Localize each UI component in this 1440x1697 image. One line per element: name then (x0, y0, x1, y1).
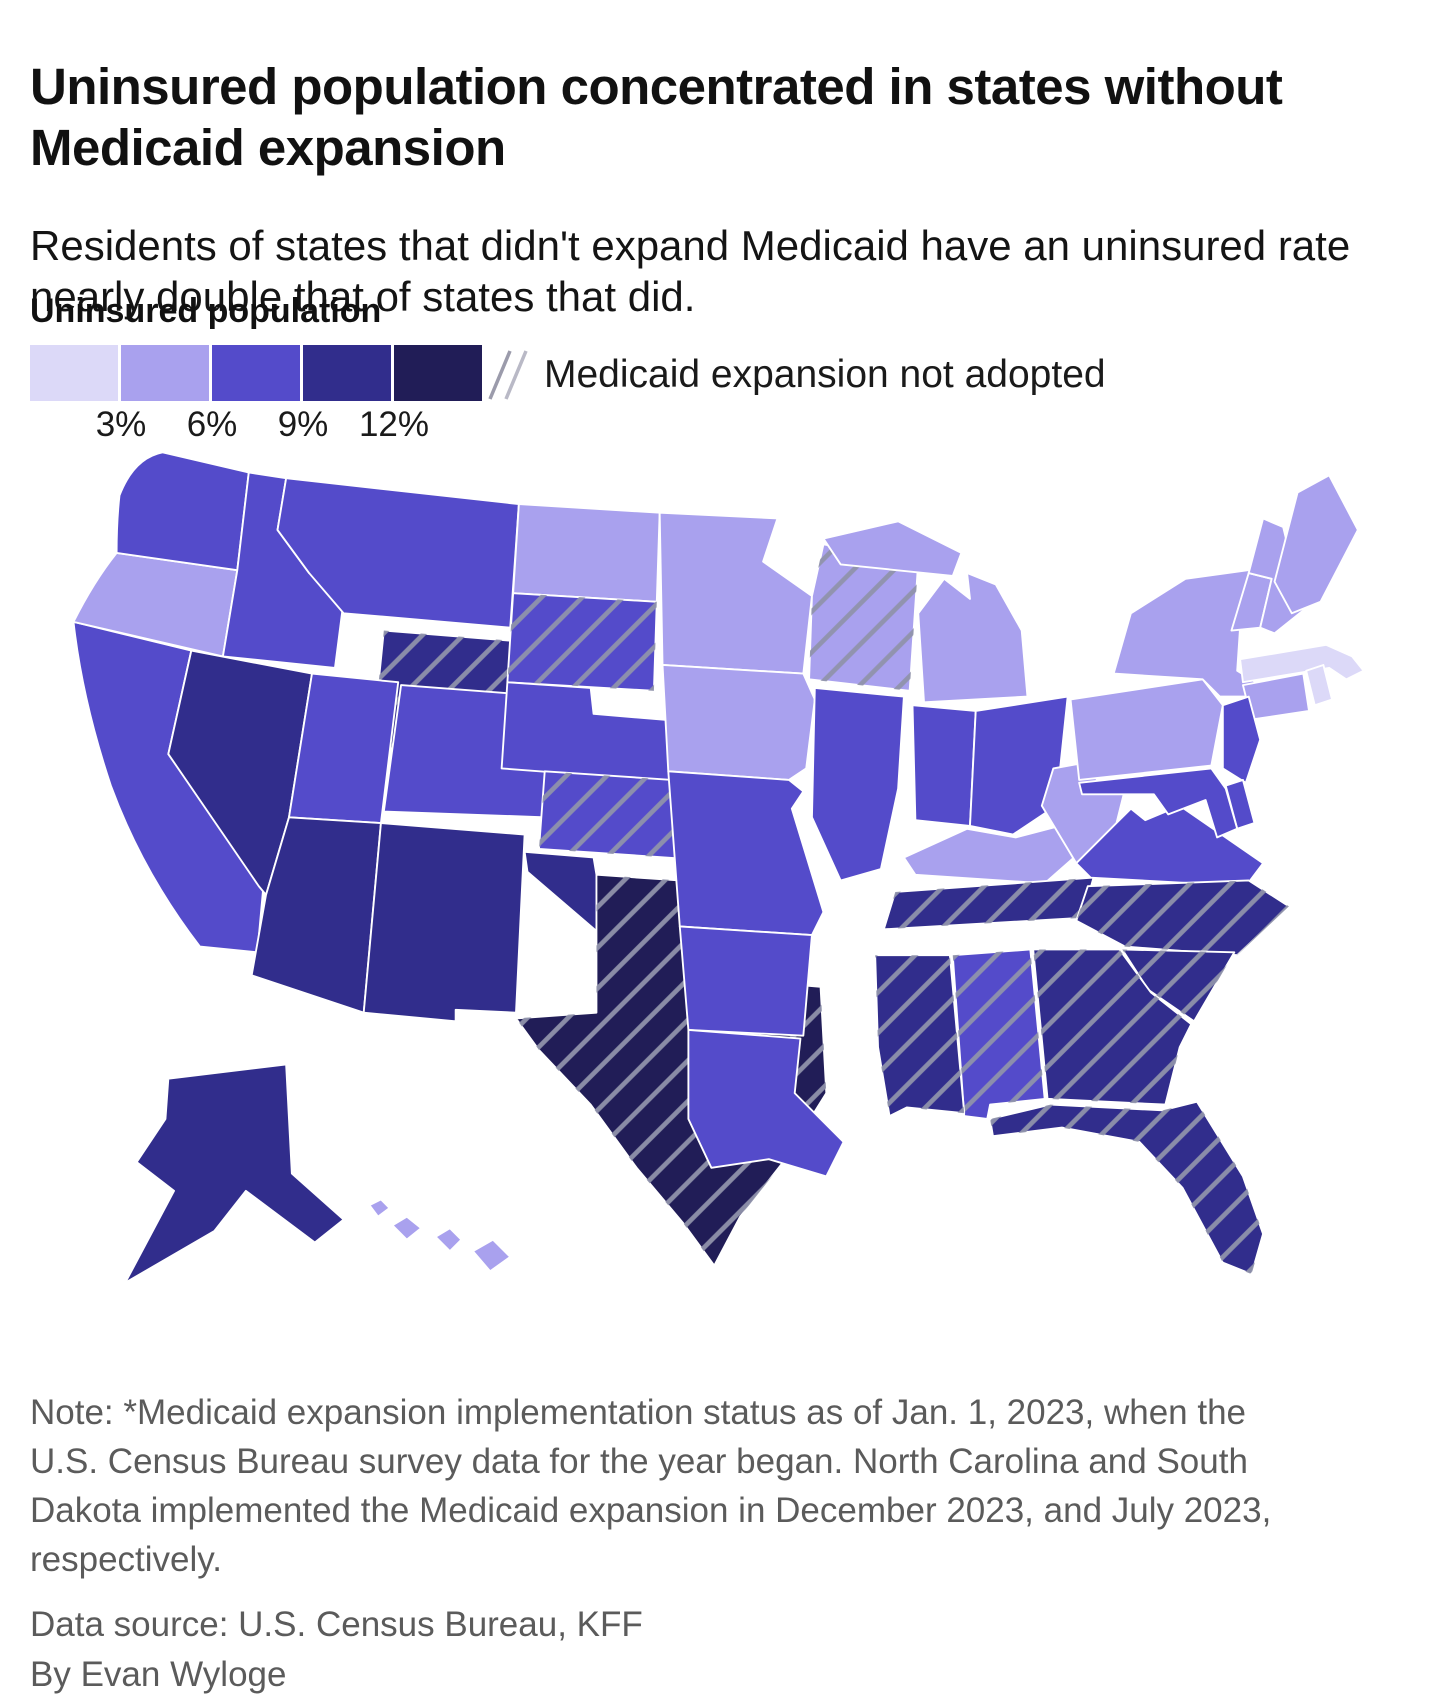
state-ia (663, 665, 815, 780)
state-ri (1306, 665, 1332, 705)
state-in (913, 705, 976, 826)
state-mn (660, 513, 812, 674)
us-choropleth-map (30, 438, 1410, 1300)
state-me (1275, 475, 1358, 613)
state-ak (125, 1064, 343, 1282)
hatch-legend: Medicaid expansion not adopted (488, 347, 1106, 403)
state-tn-hatch-overlay (884, 878, 1094, 930)
legend-title: Uninsured population (30, 292, 1410, 331)
page-title: Uninsured population concentrated in sta… (30, 56, 1370, 178)
footnote: Note: *Medicaid expansion implementation… (30, 1388, 1320, 1584)
legend-swatch-bucket-0 (30, 345, 118, 401)
state-hi (369, 1199, 510, 1271)
legend: Uninsured population 3%6%9%12% Medicaid … (30, 292, 1410, 422)
legend-swatch-bucket-4 (394, 345, 482, 401)
legend-scale: 3%6%9%12% Medicaid expansion not adopted (30, 345, 490, 445)
state-il (812, 688, 904, 881)
state-nc-hatch-overlay (1076, 880, 1289, 955)
legend-swatch-bucket-2 (212, 345, 300, 401)
state-wa (117, 452, 249, 570)
state-nm (364, 823, 525, 1021)
us-map-svg (30, 438, 1410, 1300)
state-al-hatch-overlay (953, 949, 1045, 1119)
state-ar (680, 926, 812, 1035)
hatch-legend-label: Medicaid expansion not adopted (544, 353, 1106, 397)
legend-swatch-bucket-3 (303, 345, 391, 401)
footer: Note: *Medicaid expansion implementation… (30, 1388, 1320, 1697)
state-sd-hatch-overlay (507, 593, 656, 691)
state-mo (668, 771, 823, 935)
state-nd (513, 504, 660, 602)
hatch-pattern-icon (488, 349, 536, 401)
data-source: Data source: U.S. Census Bureau, KFF (30, 1602, 1320, 1648)
state-pa (1071, 679, 1223, 780)
legend-swatch-bucket-1 (121, 345, 209, 401)
legend-swatches (30, 345, 490, 401)
state-ms-hatch-overlay (875, 955, 964, 1116)
byline: By Evan Wyloge (30, 1652, 1320, 1697)
state-fl-hatch-overlay (990, 1102, 1263, 1274)
